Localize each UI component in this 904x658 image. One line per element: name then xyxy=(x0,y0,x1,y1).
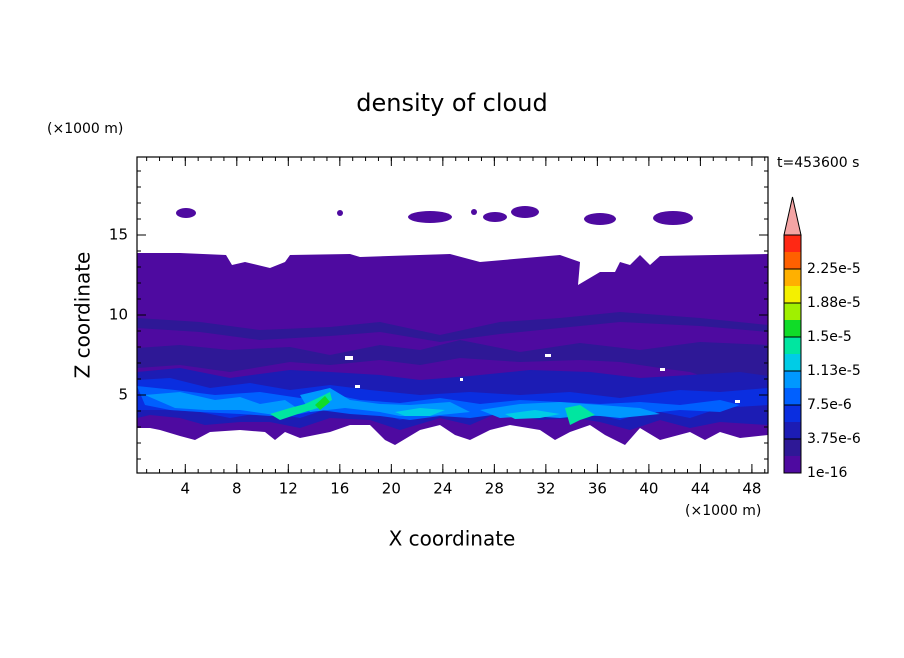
x-tick-label: 4 xyxy=(181,480,191,498)
contour-region xyxy=(565,405,595,425)
colorbar-band xyxy=(784,388,801,405)
gap xyxy=(735,400,740,403)
gap xyxy=(355,385,360,388)
y-tick-label: 5 xyxy=(118,386,128,404)
contour-region xyxy=(270,392,332,420)
contour-region xyxy=(315,396,330,410)
y-tick-label: 10 xyxy=(109,306,128,324)
colorbar: 1e-16 3.75e-6 7.5e-6 1.13e-5 1.5e-5 1.88e-5 2.… xyxy=(783,196,861,481)
colorbar-band xyxy=(784,320,801,337)
contour-region xyxy=(511,206,539,218)
x-unit: (×1000 m) xyxy=(685,503,761,519)
x-tick-label: 40 xyxy=(639,480,658,498)
x-tick-label: 48 xyxy=(742,480,761,498)
contour-region xyxy=(653,211,693,225)
colorbar-extend xyxy=(783,196,802,236)
x-tick-label: 36 xyxy=(588,480,607,498)
colorbar-tick-label: 1.5e-5 xyxy=(807,329,852,345)
x-tick-label: 16 xyxy=(330,480,349,498)
colorbar-tick-label: 7.5e-6 xyxy=(807,397,852,413)
x-tick-label: 8 xyxy=(232,480,242,498)
x-tick-label: 44 xyxy=(691,480,710,498)
contour-region xyxy=(137,312,768,342)
colorbar-band xyxy=(784,303,801,320)
contour-region xyxy=(137,340,768,382)
x-tick-label: 32 xyxy=(536,480,555,498)
colorbar-tick-label: 1.13e-5 xyxy=(807,363,861,379)
x-tick-label: 12 xyxy=(279,480,298,498)
colorbar-band xyxy=(784,422,801,439)
x-tick-label: 24 xyxy=(433,480,452,498)
gap xyxy=(345,356,353,360)
chart-title: density of cloud xyxy=(356,89,547,117)
gap xyxy=(460,378,463,381)
colorbar-tick-label: 3.75e-6 xyxy=(807,431,861,447)
colorbar-tick-label: 1e-16 xyxy=(807,465,847,481)
x-tick-label: 28 xyxy=(485,480,504,498)
colorbar-tick-label: 1.88e-5 xyxy=(807,295,861,311)
contour-region xyxy=(408,211,452,223)
contour-region xyxy=(471,209,477,215)
contour-region xyxy=(395,408,445,416)
contour-region xyxy=(145,392,300,415)
gap xyxy=(545,354,551,357)
y-tick-label: 15 xyxy=(109,226,128,244)
contour-region xyxy=(337,210,343,216)
colorbar-tick-label: 2.25e-5 xyxy=(807,261,861,277)
time-label: t=453600 s xyxy=(777,155,859,171)
gap xyxy=(660,368,665,371)
colorbar-band xyxy=(784,354,801,371)
y-unit: (×1000 m) xyxy=(47,121,123,137)
colorbar-band xyxy=(784,371,801,388)
colorbar-band xyxy=(784,456,801,473)
colorbar-band xyxy=(784,286,801,303)
y-axis-label: Z coordinate xyxy=(71,252,95,379)
colorbar-band xyxy=(784,252,801,269)
colorbar-band xyxy=(784,405,801,422)
contour-region xyxy=(483,212,507,222)
colorbar-band xyxy=(784,235,801,252)
contour-region xyxy=(584,213,616,225)
contour-region xyxy=(176,208,196,218)
contour-region xyxy=(505,410,560,419)
colorbar-band xyxy=(784,337,801,354)
contour-field xyxy=(137,206,768,445)
colorbar-band xyxy=(784,439,801,456)
x-axis-label: X coordinate xyxy=(389,527,516,551)
colorbar-band xyxy=(784,269,801,286)
x-tick-label: 20 xyxy=(382,480,401,498)
